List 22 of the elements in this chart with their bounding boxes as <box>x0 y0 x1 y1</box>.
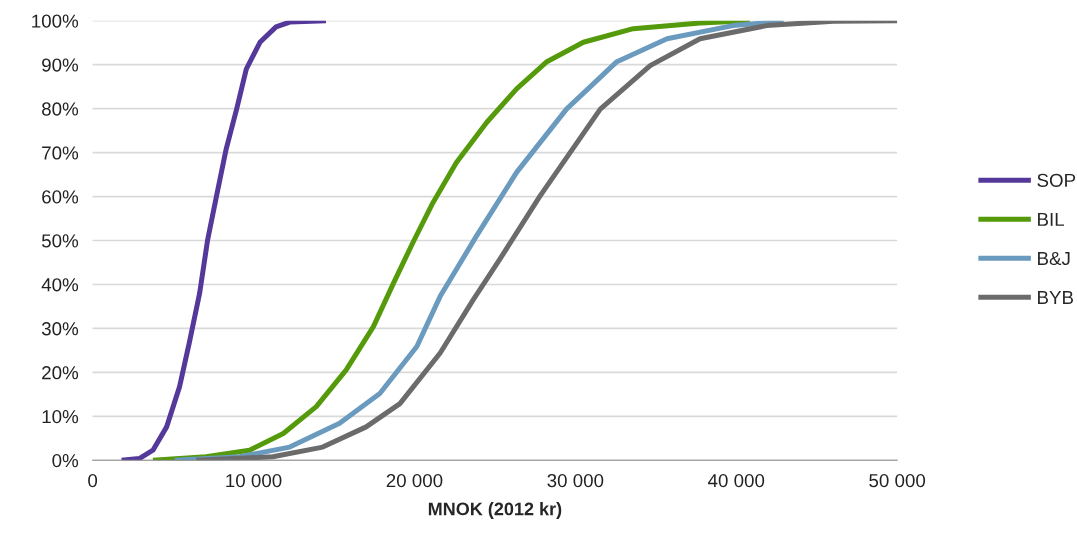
y-tick-label: 80% <box>42 102 79 116</box>
y-tick-label: 70% <box>42 146 79 160</box>
y-tick-label: 10% <box>42 410 79 424</box>
x-tick-label: 40 000 <box>708 473 765 488</box>
y-tick-label: 90% <box>42 58 79 72</box>
x-tick-label: 0 <box>88 473 98 488</box>
y-tick-label: 30% <box>41 322 79 336</box>
y-tick-label: 20% <box>42 366 79 380</box>
x-tick-label: 30 000 <box>547 473 604 488</box>
y-tick-label: 60% <box>42 190 79 204</box>
y-tick-label: 50% <box>41 234 79 248</box>
legend-label: BYB <box>1038 291 1074 304</box>
x-tick-label: 10 000 <box>226 473 282 488</box>
y-tick-label: 40% <box>41 278 79 292</box>
legend-label: BIL <box>1038 212 1065 226</box>
y-tick-label: 0% <box>52 453 79 468</box>
x-tick-label: 50 000 <box>869 473 926 488</box>
y-tick-label: 100% <box>32 14 79 28</box>
x-tick-label: 20 000 <box>386 473 443 488</box>
legend-label: SOP <box>1037 173 1076 187</box>
x-axis-title: MNOK (2012 kr) <box>428 502 562 519</box>
legend-label: B&J <box>1038 251 1070 266</box>
